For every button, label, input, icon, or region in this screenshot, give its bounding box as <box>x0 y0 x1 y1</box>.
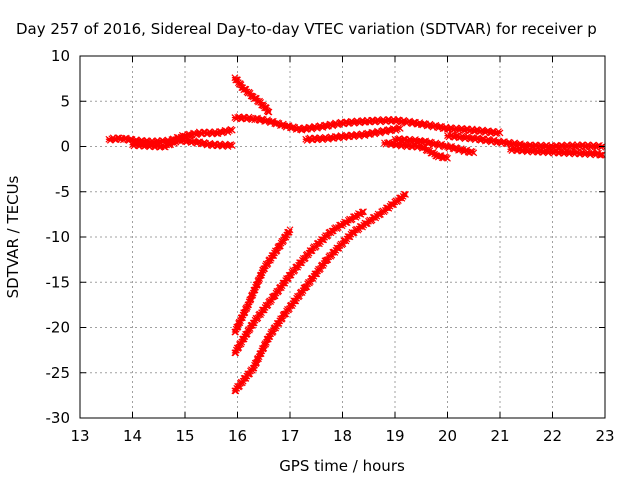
x-tick-label: 21 <box>490 427 509 445</box>
x-tick-label: 18 <box>333 427 352 445</box>
data-point <box>286 226 294 234</box>
series-track-i <box>507 145 606 159</box>
x-tick-label: 14 <box>123 427 142 445</box>
y-tick-label: -5 <box>55 183 70 201</box>
data-point <box>444 154 451 162</box>
x-tick-label: 19 <box>385 427 404 445</box>
y-tick-label: -20 <box>46 319 71 337</box>
series-track-j <box>231 226 294 336</box>
series-track-d <box>231 113 504 137</box>
x-tick-label: 23 <box>595 427 614 445</box>
y-tick-label: 0 <box>60 138 70 156</box>
series-track-b <box>129 136 236 151</box>
x-tick-label: 13 <box>70 427 89 445</box>
data-point <box>228 142 236 150</box>
series-track-e <box>302 124 404 144</box>
y-axis-title: SDTVAR / TECUs <box>4 175 22 298</box>
chart-title: Day 257 of 2016, Sidereal Day-to-day VTE… <box>16 20 597 38</box>
x-tick-label: 17 <box>280 427 299 445</box>
y-tick-label: -30 <box>46 409 71 427</box>
series-track-k <box>231 208 367 357</box>
x-tick-label: 20 <box>438 427 457 445</box>
series-track-l <box>231 190 409 395</box>
axis-ticks: 13 14 15 16 17 18 19 20 21 22 23 10 5 0 -5 -10 -15 -20 -25… <box>46 47 615 445</box>
data-point <box>396 124 404 132</box>
x-tick-label: 16 <box>228 427 247 445</box>
y-tick-label: -10 <box>46 228 71 246</box>
x-axis-title: GPS time / hours <box>279 457 405 475</box>
data-point <box>360 208 367 216</box>
x-tick-label: 15 <box>175 427 194 445</box>
data-point <box>470 149 478 157</box>
y-tick-label: 5 <box>60 92 70 110</box>
series-track-g <box>391 135 478 157</box>
y-tick-label: -15 <box>46 273 71 291</box>
y-tick-label: -25 <box>46 364 71 382</box>
data-point <box>265 108 273 116</box>
data-point <box>598 151 606 159</box>
y-tick-label: 10 <box>51 47 70 65</box>
data-series <box>105 74 606 395</box>
data-point <box>228 126 236 134</box>
x-tick-label: 22 <box>543 427 562 445</box>
data-point <box>496 129 504 137</box>
data-point <box>402 191 409 198</box>
series-track-c <box>231 74 273 116</box>
